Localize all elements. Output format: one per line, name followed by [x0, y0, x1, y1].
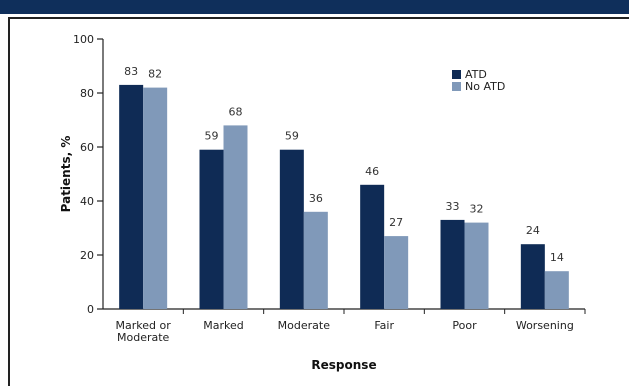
- x-tick-label-line: Fair: [374, 319, 394, 332]
- x-tick-label-line: Marked or: [116, 319, 172, 332]
- bar-value-label: 32: [470, 203, 484, 216]
- bar-value-label: 59: [205, 130, 219, 143]
- bar-atd: [199, 149, 224, 309]
- bar-atd: [279, 149, 304, 309]
- bar-value-label: 59: [285, 130, 299, 143]
- x-tick-label: Moderate: [278, 319, 331, 332]
- legend-swatch-atd: [452, 70, 461, 79]
- y-tick-label: 0: [87, 303, 94, 316]
- y-tick-label: 40: [80, 195, 94, 208]
- x-tick-label-line: Moderate: [278, 319, 331, 332]
- bar-value-label: 33: [446, 200, 460, 213]
- x-tick-label-line: Moderate: [117, 331, 170, 344]
- bar-value-label: 27: [389, 216, 403, 229]
- bar-atd: [119, 84, 144, 310]
- chart-panel: [8, 17, 629, 386]
- bar-no-atd: [384, 236, 409, 309]
- x-tick-label: Marked or Moderate: [116, 319, 172, 344]
- bar-atd: [360, 184, 385, 309]
- x-tick-label: Fair: [374, 319, 394, 332]
- legend-label-atd: ATD: [465, 68, 487, 81]
- bar-value-label: 36: [309, 192, 323, 205]
- y-tick-label: 80: [80, 87, 94, 100]
- bar-no-atd: [303, 211, 328, 309]
- x-tick-label-line: Marked: [203, 319, 243, 332]
- bar-value-label: 14: [550, 251, 564, 264]
- bar-no-atd: [143, 87, 168, 309]
- legend-label-no-atd: No ATD: [465, 80, 505, 93]
- x-axis-title: Response: [311, 358, 376, 372]
- bar-no-atd: [464, 222, 489, 309]
- bar-value-label: 24: [526, 224, 540, 237]
- title-bar: [0, 0, 629, 14]
- bar-atd: [520, 244, 545, 309]
- x-tick-label-line: Worsening: [516, 319, 574, 332]
- bar-value-label: 83: [124, 65, 138, 78]
- y-tick-label: 20: [80, 249, 94, 262]
- y-tick-label: 100: [73, 33, 94, 46]
- y-axis-title: Patients, %: [59, 136, 73, 213]
- x-tick-label: Marked: [203, 319, 243, 332]
- bar-no-atd: [223, 125, 248, 310]
- bar-no-atd: [544, 271, 569, 309]
- x-tick-label-line: Poor: [452, 319, 477, 332]
- bar-atd: [440, 219, 465, 309]
- bar-value-label: 68: [229, 105, 243, 118]
- legend-swatch-no-atd: [452, 82, 461, 91]
- bar-value-label: 46: [365, 165, 379, 178]
- x-tick-label: Worsening: [516, 319, 574, 332]
- x-tick-label: Poor: [452, 319, 477, 332]
- y-tick-label: 60: [80, 141, 94, 154]
- bar-value-label: 82: [148, 68, 162, 81]
